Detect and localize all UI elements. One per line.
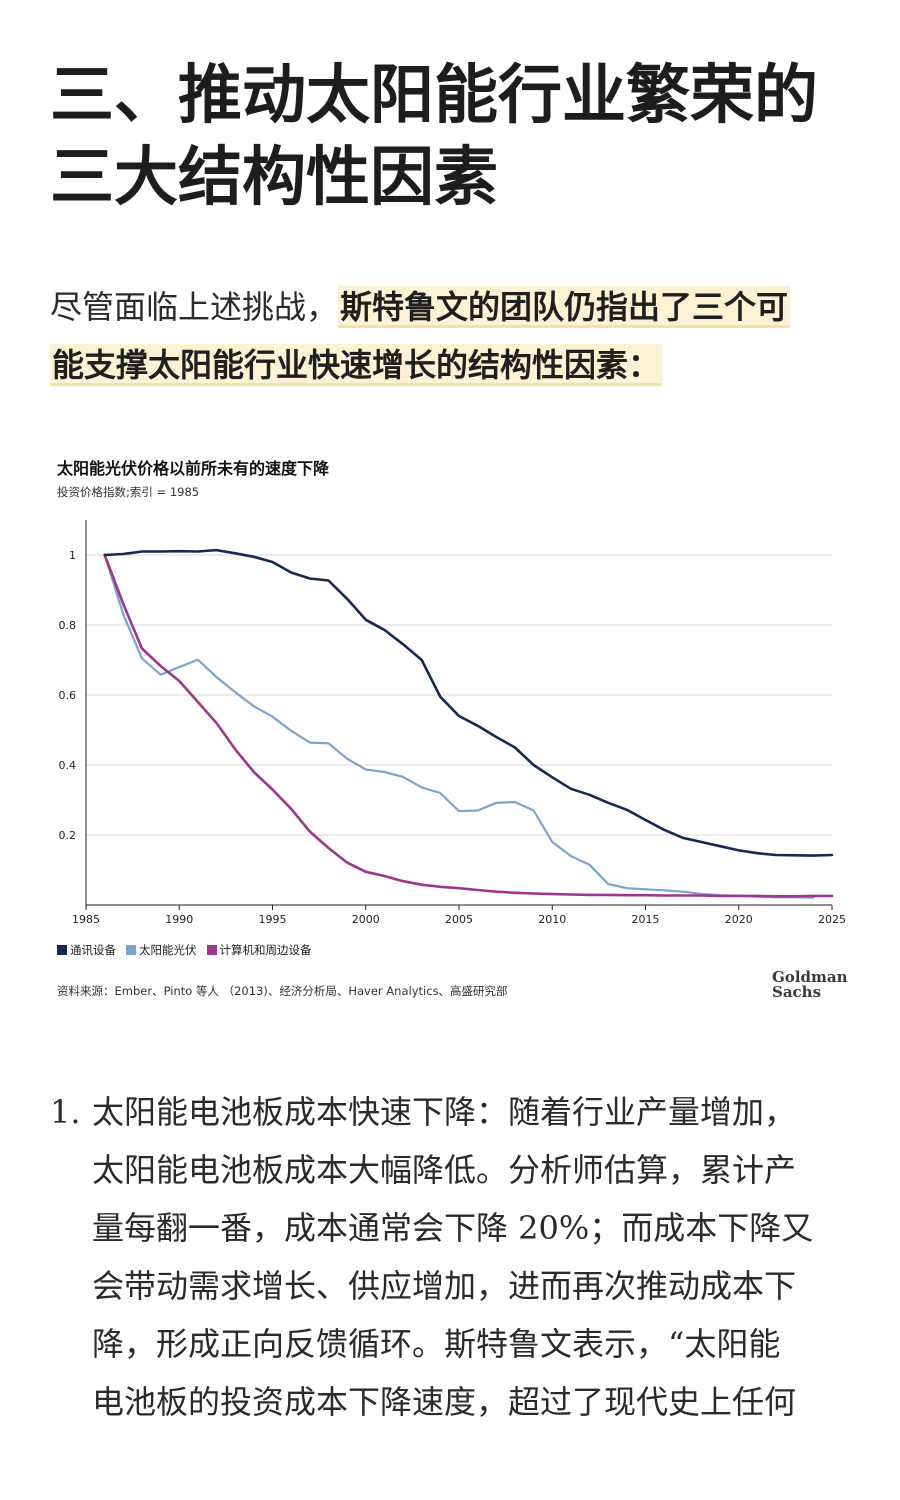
series-line-solar xyxy=(103,553,815,899)
heading-line-1: 三、推动太阳能行业繁荣的 xyxy=(50,59,818,133)
intro-plain-text: 尽管面临上述挑战， xyxy=(50,288,339,326)
goldman-sachs-logo: Goldman Sachs xyxy=(772,970,852,1000)
legend-item-solar: 太阳能光伏 xyxy=(126,942,197,958)
y-tick-label: 0.2 xyxy=(59,829,77,842)
list-item-number: 1. xyxy=(50,1093,81,1131)
list-item-line: 降，形成正向反馈循环。斯特鲁文表示，“太阳能 xyxy=(92,1325,781,1363)
heading-line-2: 三大结构性因素 xyxy=(50,141,498,215)
intro-line-1: 尽管面临上述挑战，斯特鲁文的团队仍指出了三个可 xyxy=(50,278,850,336)
x-tick-label: 2015 xyxy=(632,913,660,926)
logo-line-1: Goldman xyxy=(772,968,848,986)
x-tick-label: 1990 xyxy=(165,913,193,926)
y-tick-label: 0.4 xyxy=(59,759,77,772)
intro-line-2: 能支撑太阳能行业快速增长的结构性因素： xyxy=(50,336,850,394)
series-line-computers xyxy=(103,553,834,898)
legend-label-communication: 通讯设备 xyxy=(70,943,116,957)
legend-swatch-solar xyxy=(126,945,136,955)
intro-paragraph: 尽管面临上述挑战，斯特鲁文的团队仍指出了三个可 能支撑太阳能行业快速增长的结构性… xyxy=(50,278,850,394)
numbered-list: 1. 太阳能电池板成本快速下降：随着行业产量增加， 太阳能电池板成本大幅降低。分… xyxy=(50,1083,870,1431)
list-item-line: 太阳能电池板成本大幅降低。分析师估算，累计产 xyxy=(92,1151,797,1189)
list-item-line: 量每翻一番，成本通常会下降 20%；而成本下降又 xyxy=(92,1209,814,1247)
chart-source: 资料来源：Ember、Pinto 等人 （2013)、经济分析局、Haver A… xyxy=(57,984,508,998)
legend-swatch-computers xyxy=(206,945,217,955)
legend-label-solar: 太阳能光伏 xyxy=(139,943,197,957)
x-tick-label: 2020 xyxy=(725,913,753,926)
intro-highlight-2: 能支撑太阳能行业快速增长的结构性因素： xyxy=(50,344,663,386)
x-tick-label: 2025 xyxy=(818,913,846,926)
x-tick-label: 1985 xyxy=(72,913,100,926)
chart-subtitle: 投资价格指数;索引 = 1985 xyxy=(57,485,200,499)
legend-swatch-communication xyxy=(57,945,67,955)
x-tick-label: 2005 xyxy=(445,913,473,926)
list-item-body: 太阳能电池板成本快速下降：随着行业产量增加， 太阳能电池板成本大幅降低。分析师估… xyxy=(92,1083,870,1431)
logo-line-2: Sachs xyxy=(772,983,822,1001)
list-item-line: 电池板的投资成本下降速度，超过了现代史上任何 xyxy=(92,1383,797,1421)
list-item-line: 会带动需求增长、供应增加，进而再次推动成本下 xyxy=(92,1267,797,1305)
series-line-communication xyxy=(103,548,834,857)
list-item-line: 太阳能电池板成本快速下降：随着行业产量增加， xyxy=(92,1093,797,1131)
y-tick-label: 1 xyxy=(69,549,76,562)
intro-highlight-1: 斯特鲁文的团队仍指出了三个可 xyxy=(338,286,791,328)
y-tick-label: 0.8 xyxy=(59,619,77,632)
x-tick-label: 2010 xyxy=(538,913,566,926)
chart-legend: 通讯设备 太阳能光伏 计算机和周边设备 xyxy=(57,942,312,958)
legend-item-communication: 通讯设备 xyxy=(57,942,116,958)
section-heading: 三、推动太阳能行业繁荣的 三大结构性因素 xyxy=(50,55,870,219)
legend-item-computers: 计算机和周边设备 xyxy=(206,942,312,958)
y-tick-label: 0.6 xyxy=(59,689,77,702)
x-tick-label: 1995 xyxy=(259,913,287,926)
x-tick-label: 2000 xyxy=(352,913,380,926)
chart-title: 太阳能光伏价格以前所未有的速度下降 xyxy=(57,459,330,478)
legend-label-computers: 计算机和周边设备 xyxy=(219,943,312,957)
